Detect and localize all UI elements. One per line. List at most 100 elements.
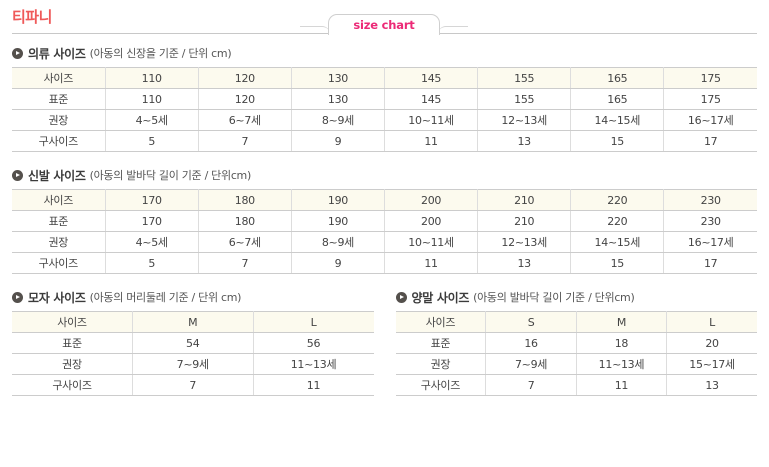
table-cell: 18 (575, 332, 668, 354)
table-cell: 120 (197, 67, 292, 89)
table-cell: 13 (477, 130, 572, 152)
section-socks-title: 양말 사이즈 (아동의 발바닥 길이 기준 / 단위cm) (395, 288, 758, 306)
section-shoes-note: (아동의 발바닥 길이 기준 / 단위cm) (89, 169, 252, 182)
row-label-cell: 사이즈 (12, 67, 106, 89)
table-cell: 56 (252, 332, 374, 354)
table-cell: M (575, 311, 668, 333)
table-row: 구사이즈 7 11 13 (395, 374, 757, 396)
section-socks-name: 양말 사이즈 (411, 290, 470, 305)
section-socks: 양말 사이즈 (아동의 발바닥 길이 기준 / 단위cm) 사이즈 S M L 표준 16… (395, 288, 758, 396)
table-cell: 15~17세 (666, 353, 757, 375)
table-cell: 220 (570, 210, 665, 232)
table-cell: 200 (383, 210, 479, 232)
row-label-cell: 권장 (12, 109, 106, 131)
table-cell: S (485, 311, 577, 333)
table-cell: 165 (570, 67, 665, 89)
table-cell: 14~15세 (570, 231, 665, 253)
table-cell: 15 (570, 252, 665, 274)
row-label-cell: 구사이즈 (395, 374, 487, 396)
table-cell: 12~13세 (477, 109, 572, 131)
table-cell: 11 (383, 130, 479, 152)
section-hat: 모자 사이즈 (아동의 머리둘레 기준 / 단위 cm) 사이즈 M L 표준 54 56… (12, 288, 374, 396)
table-header-row: 사이즈 170 180 190 200 210 220 230 (12, 189, 757, 211)
section-socks-note: (아동의 발바닥 길이 기준 / 단위cm) (473, 291, 635, 304)
table-row: 권장 4~5세 6~7세 8~9세 10~11세 12~13세 14~15세 16~17세 (12, 109, 757, 131)
shoes-size-table: 사이즈 170 180 190 200 210 220 230 표준 170 180 190 200 21… (12, 189, 757, 274)
bottom-sections-row: 모자 사이즈 (아동의 머리둘레 기준 / 단위 cm) 사이즈 M L 표준 54 56… (0, 288, 769, 396)
table-header-row: 사이즈 S M L (395, 311, 757, 333)
table-cell: 16~17세 (663, 109, 757, 131)
section-hat-name: 모자 사이즈 (28, 290, 86, 305)
row-label-cell: 표준 (12, 332, 133, 354)
row-label-cell: 권장 (395, 353, 487, 375)
row-label-cell: 사이즈 (12, 311, 133, 333)
table-cell: L (666, 311, 757, 333)
page-header: 티파니 size chart (0, 0, 769, 36)
row-label-cell: 권장 (12, 353, 133, 375)
table-cell: 9 (290, 252, 386, 274)
tab-wing-left (300, 26, 330, 35)
table-cell: 11 (575, 374, 668, 396)
table-cell: 7~9세 (132, 353, 254, 375)
table-cell: 145 (383, 88, 479, 110)
table-cell: 16 (485, 332, 577, 354)
table-cell: 175 (663, 88, 757, 110)
apparel-size-table: 사이즈 110 120 130 145 155 165 175 표준 110 120 130 145 15… (12, 67, 757, 152)
table-cell: 155 (477, 88, 572, 110)
table-header-row: 사이즈 M L (12, 311, 374, 333)
table-cell: 13 (477, 252, 572, 274)
table-cell: 10~11세 (383, 231, 479, 253)
table-cell: 54 (132, 332, 254, 354)
row-label-cell: 표준 (12, 88, 106, 110)
table-cell: 120 (197, 88, 292, 110)
socks-size-table: 사이즈 S M L 표준 16 18 20 권장 7~9세 11~13세 15~17세 구사이즈 7 11 1… (395, 311, 757, 396)
table-cell: 6~7세 (197, 109, 292, 131)
apparel-table-body: 사이즈 110 120 130 145 155 165 175 표준 110 120 130 145 15… (12, 67, 757, 152)
table-cell: 230 (663, 189, 757, 211)
table-cell: 12~13세 (477, 231, 572, 253)
table-cell: 180 (197, 210, 292, 232)
tab-size-chart[interactable]: size chart (328, 14, 440, 35)
table-cell: 7 (197, 252, 292, 274)
shoes-table-body: 사이즈 170 180 190 200 210 220 230 표준 170 180 190 200 21… (12, 189, 757, 274)
table-cell: 210 (477, 189, 572, 211)
table-row: 권장 7~9세 11~13세 (12, 353, 374, 375)
section-apparel: 의류 사이즈 (아동의 신장을 기준 / 단위 cm) 사이즈 110 120 130… (0, 44, 769, 152)
row-label-cell: 구사이즈 (12, 374, 133, 396)
table-cell: 8~9세 (290, 109, 386, 131)
table-cell: 110 (104, 88, 199, 110)
table-header-row: 사이즈 110 120 130 145 155 165 175 (12, 67, 757, 89)
brand-logo: 티파니 (12, 8, 52, 26)
row-label-cell: 사이즈 (395, 311, 487, 333)
section-shoes-title: 신발 사이즈 (아동의 발바닥 길이 기준 / 단위cm) (12, 166, 757, 184)
table-cell: 14~15세 (570, 109, 665, 131)
table-cell: 170 (104, 210, 199, 232)
hat-size-table: 사이즈 M L 표준 54 56 권장 7~9세 11~13세 구사이즈 7 11 (12, 311, 374, 396)
table-row: 구사이즈 5 7 9 11 13 15 17 (12, 130, 757, 152)
tab-strip: size chart (0, 14, 769, 36)
tab-wing-right (438, 26, 468, 35)
section-shoes: 신발 사이즈 (아동의 발바닥 길이 기준 / 단위cm) 사이즈 170 180 1… (0, 166, 769, 274)
table-row: 표준 110 120 130 145 155 165 175 (12, 88, 757, 110)
table-row: 권장 4~5세 6~7세 8~9세 10~11세 12~13세 14~15세 16~17세 (12, 231, 757, 253)
table-cell: 4~5세 (104, 109, 199, 131)
socks-table-body: 사이즈 S M L 표준 16 18 20 권장 7~9세 11~13세 15~17세 구사이즈 7 11 1… (395, 311, 757, 396)
table-cell: 4~5세 (104, 231, 199, 253)
table-cell: M (132, 311, 254, 333)
table-cell: 220 (570, 189, 665, 211)
table-cell: 7~9세 (485, 353, 577, 375)
table-row: 권장 7~9세 11~13세 15~17세 (395, 353, 757, 375)
row-label-cell: 권장 (12, 231, 106, 253)
table-cell: 11 (252, 374, 374, 396)
table-cell: 110 (104, 67, 199, 89)
bottom-col-socks: 양말 사이즈 (아동의 발바닥 길이 기준 / 단위cm) 사이즈 S M L 표준 16… (395, 288, 758, 396)
row-label-cell: 구사이즈 (12, 130, 106, 152)
table-cell: L (252, 311, 374, 333)
row-label-cell: 표준 (395, 332, 487, 354)
tab-size-chart-label: size chart (353, 18, 415, 32)
table-cell: 5 (104, 252, 199, 274)
table-cell: 8~9세 (290, 231, 386, 253)
table-cell: 5 (104, 130, 199, 152)
table-cell: 165 (570, 88, 665, 110)
table-cell: 210 (477, 210, 572, 232)
